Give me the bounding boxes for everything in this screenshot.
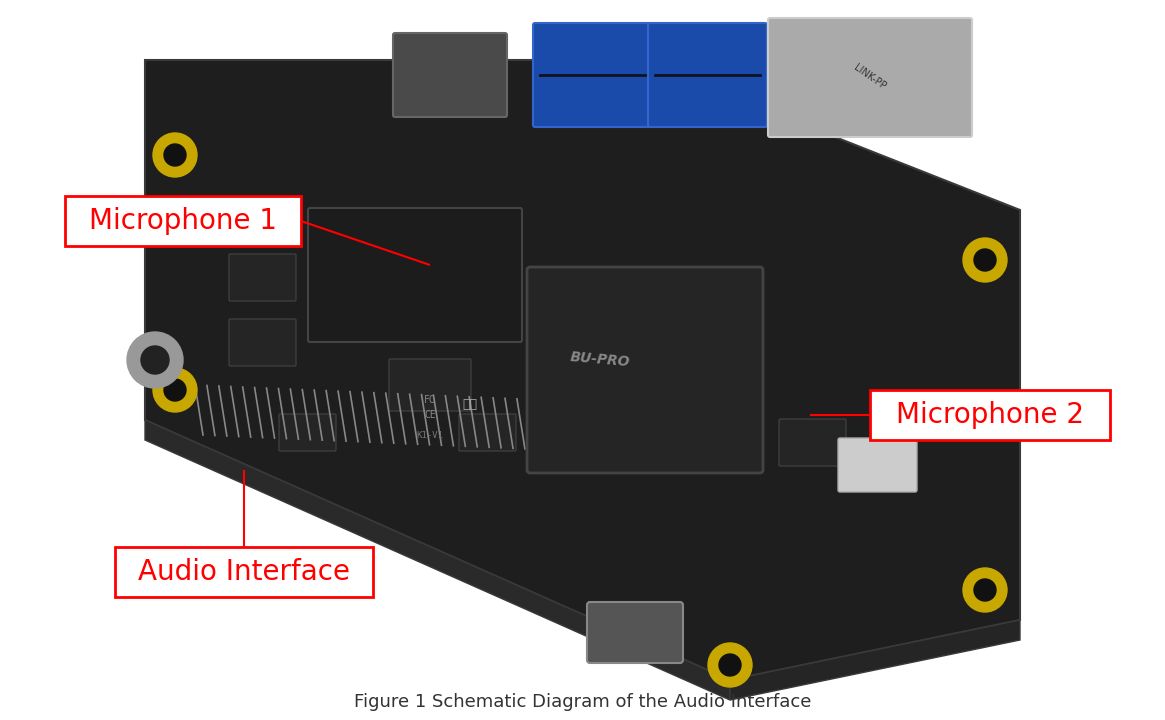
Text: Microphone 1: Microphone 1	[89, 207, 277, 235]
Circle shape	[974, 249, 996, 271]
Text: Microphone 2: Microphone 2	[896, 401, 1083, 429]
Circle shape	[164, 379, 186, 401]
Circle shape	[127, 332, 183, 388]
FancyBboxPatch shape	[838, 438, 917, 492]
FancyBboxPatch shape	[699, 359, 756, 401]
Circle shape	[963, 238, 1007, 282]
FancyBboxPatch shape	[389, 359, 471, 411]
Polygon shape	[144, 60, 1021, 680]
FancyBboxPatch shape	[65, 196, 301, 246]
Circle shape	[153, 368, 197, 412]
FancyBboxPatch shape	[648, 23, 767, 127]
Circle shape	[153, 133, 197, 177]
Circle shape	[719, 654, 741, 676]
Circle shape	[974, 579, 996, 601]
FancyBboxPatch shape	[768, 18, 972, 137]
FancyBboxPatch shape	[699, 299, 756, 341]
FancyBboxPatch shape	[534, 23, 652, 127]
FancyBboxPatch shape	[278, 414, 336, 451]
Circle shape	[164, 144, 186, 166]
Circle shape	[141, 346, 169, 374]
FancyBboxPatch shape	[459, 414, 516, 451]
Circle shape	[963, 568, 1007, 612]
FancyBboxPatch shape	[587, 602, 683, 663]
Text: Figure 1 Schematic Diagram of the Audio Interface: Figure 1 Schematic Diagram of the Audio …	[354, 693, 811, 711]
FancyBboxPatch shape	[115, 547, 373, 597]
Text: K1-V1: K1-V1	[417, 431, 444, 439]
FancyBboxPatch shape	[230, 254, 296, 301]
FancyBboxPatch shape	[230, 319, 296, 366]
Circle shape	[708, 643, 751, 687]
FancyBboxPatch shape	[393, 33, 507, 117]
Polygon shape	[144, 420, 730, 700]
FancyBboxPatch shape	[527, 267, 763, 473]
Text: LINK-PP: LINK-PP	[852, 63, 888, 92]
FancyBboxPatch shape	[870, 390, 1110, 440]
Text: ⓐⓑ: ⓐⓑ	[463, 398, 478, 412]
Text: BU-PRO: BU-PRO	[570, 351, 630, 369]
Polygon shape	[730, 620, 1021, 700]
FancyBboxPatch shape	[308, 208, 522, 342]
Text: FC: FC	[424, 395, 436, 405]
Text: Audio Interface: Audio Interface	[137, 558, 350, 586]
Text: CE: CE	[424, 410, 436, 420]
FancyBboxPatch shape	[779, 419, 846, 466]
